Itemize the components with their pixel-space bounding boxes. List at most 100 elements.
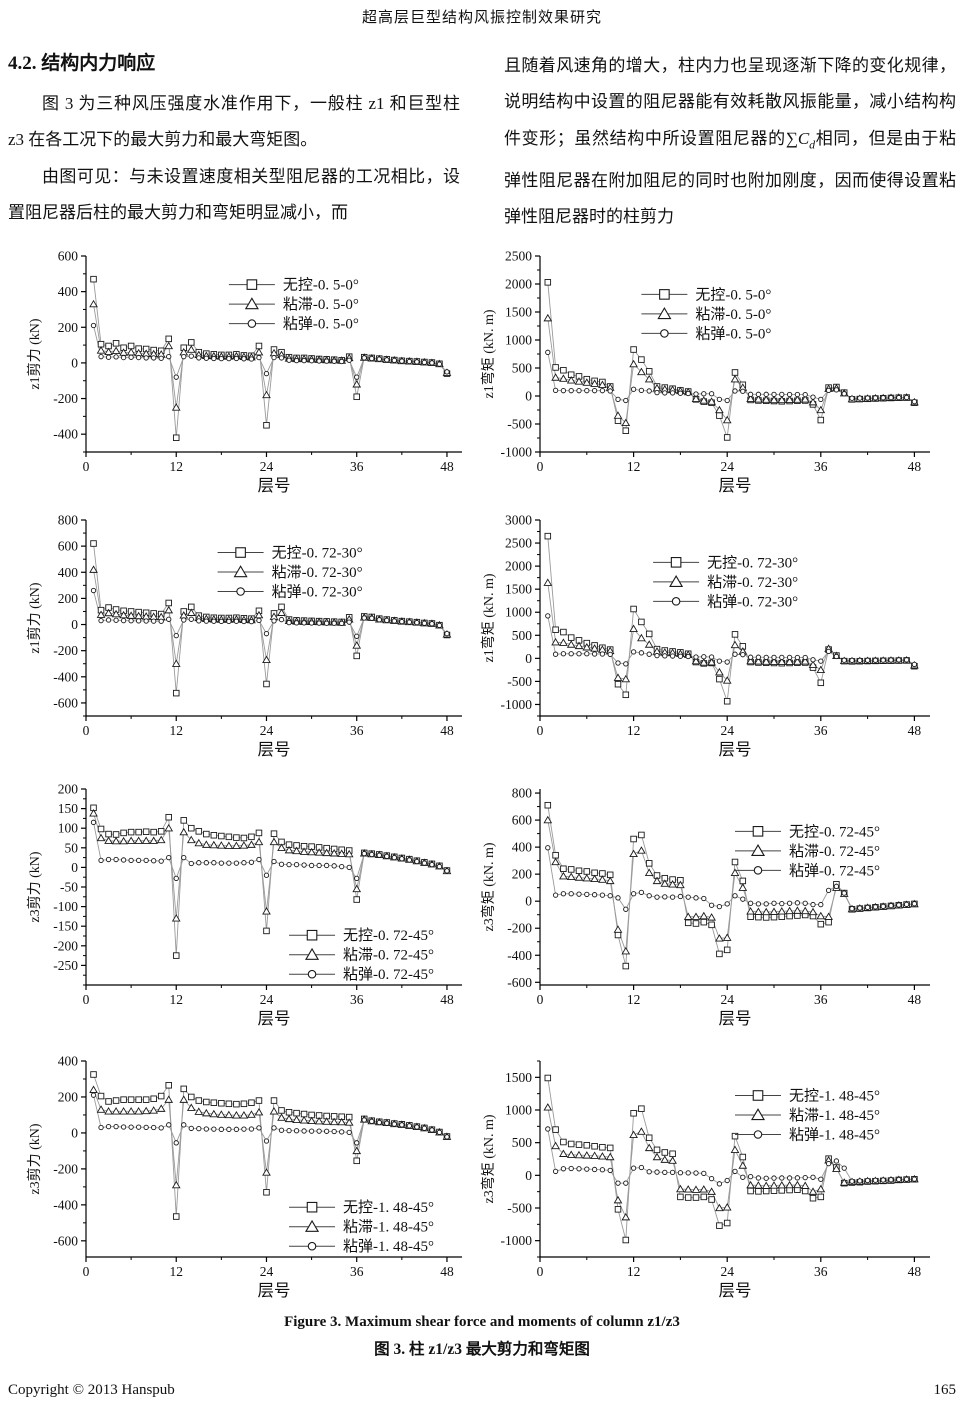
svg-text:600: 600	[512, 813, 533, 828]
svg-text:500: 500	[512, 361, 533, 376]
svg-text:50: 50	[65, 840, 79, 855]
svg-text:24: 24	[720, 992, 734, 1007]
svg-text:600: 600	[58, 539, 79, 554]
svg-text:200: 200	[58, 1089, 79, 1104]
svg-text:粘滞-1. 48-45°: 粘滞-1. 48-45°	[343, 1219, 434, 1236]
svg-text:粘滞-0. 72-30°: 粘滞-0. 72-30°	[272, 564, 363, 581]
svg-text:0: 0	[525, 1168, 532, 1183]
svg-text:-600: -600	[507, 975, 532, 990]
svg-text:粘滞-1. 48-45°: 粘滞-1. 48-45°	[789, 1107, 880, 1124]
svg-text:无控-0. 5-0°: 无控-0. 5-0°	[283, 277, 359, 294]
svg-text:-500: -500	[507, 417, 532, 432]
svg-text:-100: -100	[53, 899, 78, 914]
svg-text:粘滞-0. 72-45°: 粘滞-0. 72-45°	[343, 947, 434, 964]
svg-text:100: 100	[58, 821, 79, 836]
svg-text:-400: -400	[53, 669, 78, 684]
svg-text:-200: -200	[53, 643, 78, 658]
svg-text:粘滞-0. 5-0°: 粘滞-0. 5-0°	[283, 296, 359, 313]
text-before-formula: 且随着风速角的增大，柱内力也呈现逐渐下降的变化规律，说明结构中设置的阻尼器能有效…	[504, 56, 956, 148]
svg-text:-200: -200	[53, 938, 78, 953]
chart-z3-shear-0p72-45deg: 200 150 100 50 0 -50 -100 -150 -200 -250 0 12 24 36 48…	[27, 782, 462, 1028]
svg-text:48: 48	[440, 1264, 454, 1279]
svg-text:-200: -200	[53, 1161, 78, 1176]
svg-text:36: 36	[350, 1264, 364, 1279]
svg-text:0: 0	[537, 1264, 544, 1279]
svg-text:粘弹-1. 48-45°: 粘弹-1. 48-45°	[343, 1238, 434, 1255]
svg-text:24: 24	[720, 1264, 734, 1279]
svg-text:24: 24	[260, 723, 274, 738]
svg-text:粘滞-0. 72-45°: 粘滞-0. 72-45°	[789, 843, 880, 860]
svg-text:层号: 层号	[258, 476, 291, 495]
svg-text:200: 200	[58, 591, 79, 606]
running-title: 超高层巨型结构风振控制效果研究	[361, 10, 602, 26]
svg-text:1000: 1000	[505, 1103, 532, 1118]
svg-text:2500: 2500	[505, 536, 532, 551]
svg-text:层号: 层号	[719, 476, 752, 495]
svg-text:-400: -400	[53, 427, 78, 442]
svg-text:-400: -400	[507, 948, 532, 963]
svg-text:无控-0. 5-0°: 无控-0. 5-0°	[695, 286, 771, 303]
svg-text:12: 12	[169, 723, 183, 738]
svg-text:0: 0	[537, 992, 544, 1007]
svg-text:500: 500	[512, 628, 533, 643]
svg-text:层号: 层号	[719, 1009, 752, 1028]
svg-text:1500: 1500	[505, 305, 532, 320]
sum-cd-formula: ∑Cd	[785, 128, 816, 152]
svg-text:36: 36	[814, 1264, 828, 1279]
svg-text:800: 800	[512, 786, 533, 801]
svg-text:2000: 2000	[505, 277, 532, 292]
svg-text:粘弹-0. 5-0°: 粘弹-0. 5-0°	[283, 316, 359, 333]
svg-text:36: 36	[814, 992, 828, 1007]
svg-text:-1000: -1000	[501, 697, 533, 712]
svg-text:48: 48	[908, 1264, 922, 1279]
svg-text:200: 200	[58, 782, 79, 797]
svg-text:24: 24	[720, 459, 734, 474]
svg-text:24: 24	[260, 459, 274, 474]
svg-text:2500: 2500	[505, 249, 532, 264]
svg-text:粘弹-1. 48-45°: 粘弹-1. 48-45°	[789, 1126, 880, 1143]
svg-text:-600: -600	[53, 1233, 78, 1248]
svg-text:0: 0	[525, 389, 532, 404]
svg-text:层号: 层号	[258, 1009, 291, 1028]
figure-caption-en: Figure 3. Maximum shear force and moment…	[284, 1314, 680, 1330]
svg-text:-500: -500	[507, 674, 532, 689]
svg-text:1500: 1500	[505, 582, 532, 597]
svg-text:粘弹-0. 72-45°: 粘弹-0. 72-45°	[343, 966, 434, 983]
chart-z1-shear-0p5-0deg: 600 400 200 0 -200 -400 0 12 24 36 48 z1剪力 (kN) 层号 无控…	[27, 249, 462, 495]
svg-text:z3剪力 (kN): z3剪力 (kN)	[27, 1123, 43, 1194]
svg-text:层号: 层号	[258, 740, 291, 759]
svg-text:-200: -200	[507, 921, 532, 936]
svg-text:800: 800	[58, 513, 79, 528]
chart-z3-shear-1p48-45deg: 400 200 0 -200 -400 -600 0 12 24 36 48 z3剪力 (kN) 层号 无…	[27, 1054, 462, 1300]
svg-text:-1000: -1000	[501, 1233, 533, 1248]
svg-text:12: 12	[627, 459, 641, 474]
svg-text:400: 400	[58, 284, 79, 299]
svg-text:0: 0	[83, 1264, 90, 1279]
svg-text:无控-0. 72-30°: 无控-0. 72-30°	[272, 545, 363, 562]
svg-text:200: 200	[512, 867, 533, 882]
svg-text:1500: 1500	[505, 1070, 532, 1085]
svg-text:粘弹-0. 72-30°: 粘弹-0. 72-30°	[707, 593, 798, 610]
paragraph-observation: 由图可见：与未设置速度相关型阻尼器的工况相比，设置阻尼器后柱的最大剪力和弯矩明显…	[8, 166, 460, 223]
svg-text:0: 0	[83, 992, 90, 1007]
right-column: 且随着风速角的增大，柱内力也呈现逐渐下降的变化规律，说明结构中设置的阻尼器能有效…	[504, 48, 956, 235]
svg-text:0: 0	[83, 723, 90, 738]
svg-text:400: 400	[58, 565, 79, 580]
footer-copyright: Copyright © 2013 Hanspub	[8, 1382, 175, 1398]
svg-text:无控-0. 72-30°: 无控-0. 72-30°	[707, 554, 798, 571]
svg-text:36: 36	[814, 459, 828, 474]
section-heading: 4.2. 结构内力响应	[8, 53, 156, 74]
left-column: 图 3 为三种风压强度水准作用下，一般柱 z1 和巨型柱 z3 在各工况下的最大…	[8, 86, 460, 232]
svg-text:12: 12	[169, 459, 183, 474]
svg-text:0: 0	[71, 1125, 78, 1140]
svg-text:0: 0	[83, 459, 90, 474]
svg-text:z3剪力 (kN): z3剪力 (kN)	[27, 851, 43, 922]
svg-text:48: 48	[908, 992, 922, 1007]
svg-text:-250: -250	[53, 958, 78, 973]
svg-text:0: 0	[525, 651, 532, 666]
svg-text:无控-0. 72-45°: 无控-0. 72-45°	[789, 823, 880, 840]
svg-text:-500: -500	[507, 1201, 532, 1216]
svg-text:-50: -50	[60, 880, 78, 895]
paragraph-figure-intro: 图 3 为三种风压强度水准作用下，一般柱 z1 和巨型柱 z3 在各工况下的最大…	[8, 94, 460, 150]
svg-text:12: 12	[169, 992, 183, 1007]
